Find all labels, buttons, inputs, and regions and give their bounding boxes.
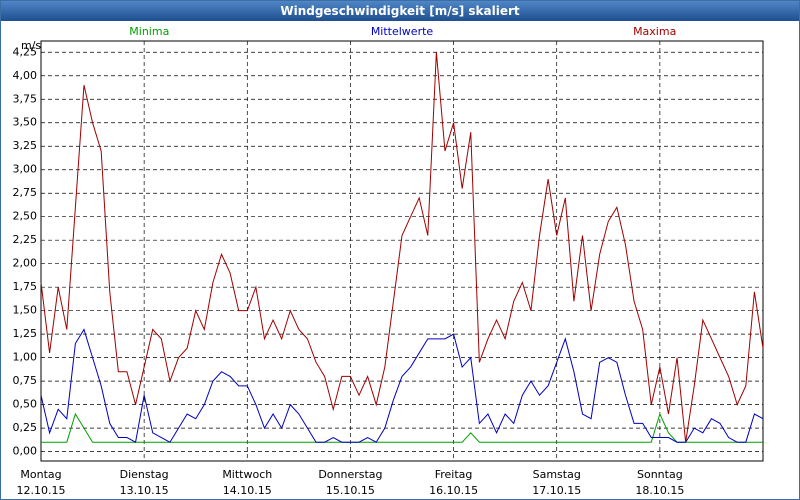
x-tick-date: 14.10.15 [223,484,272,497]
x-tick-label: Dienstag [120,468,169,481]
x-tick-date: 18.10.15 [635,484,684,497]
y-tick-label: 1,50 [13,304,38,317]
y-tick-label: 2,00 [13,257,38,270]
x-tick-date: 12.10.15 [17,484,66,497]
y-tick-label: 3,50 [13,116,38,129]
x-tick-date: 16.10.15 [429,484,478,497]
y-tick-label: 1,75 [13,280,38,293]
y-tick-label: 2,25 [13,233,38,246]
legend-label: Mittelwerte [371,25,434,38]
y-tick-label: 3,75 [13,92,38,105]
plot-area [40,40,764,462]
y-unit: m/s [21,39,41,52]
y-tick-label: 1,00 [13,351,38,364]
series-line [40,52,764,443]
title-bar: Windgeschwindigkeit [m/s] skaliert [1,1,799,21]
x-tick-label: Mittwoch [222,468,272,481]
chart: m/s 0,00 0,25 0,50 0,75 1,00 1,25 1,50 1,75 2,00… [13,25,764,497]
y-tick-label: 3,25 [13,139,38,152]
legend-label: Maxima [633,25,676,38]
y-tick-label: 0,00 [13,445,38,458]
x-tick-date: 13.10.15 [120,484,169,497]
x-tick-label: Sonntag [637,468,683,481]
y-tick-label: 0,75 [13,374,38,387]
y-tick-label: 2,50 [13,210,38,223]
y-tick-label: 3,00 [13,163,38,176]
series-line [41,412,763,443]
y-tick-label: 2,75 [13,186,38,199]
series-line [40,328,764,443]
x-tick-label: Donnerstag [318,468,382,481]
x-tick-label: Montag [20,468,61,481]
y-tick-label: 4,25 [13,45,38,58]
y-tick-label: 1,25 [13,327,38,340]
x-tick-label: Samstag [533,468,581,481]
y-tick-label: 0,50 [13,398,38,411]
x-tick-label: Freitag [435,468,473,481]
x-tick-date: 15.10.15 [326,484,375,497]
y-tick-label: 0,25 [13,421,38,434]
legend-label: Minima [129,25,169,38]
x-tick-date: 17.10.15 [532,484,581,497]
y-tick-label: 4,00 [13,69,38,82]
